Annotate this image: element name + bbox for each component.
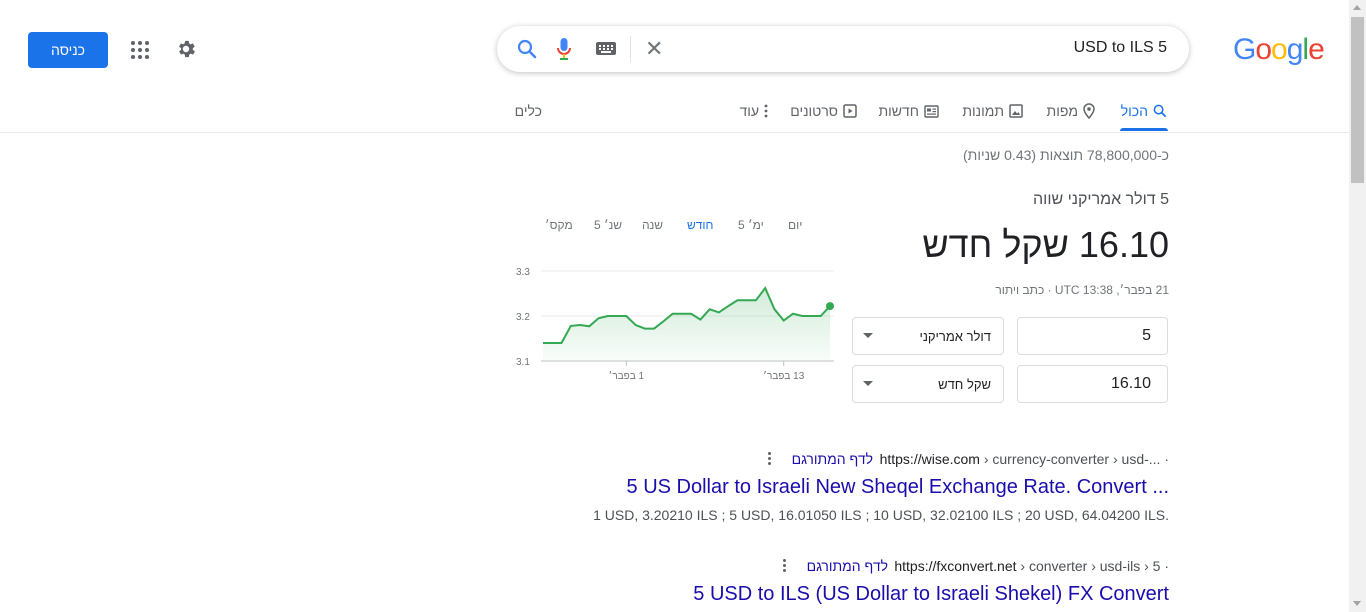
range-5days[interactable]: 5 ימ׳	[738, 218, 764, 232]
logo-letter: o	[1255, 33, 1272, 66]
map-pin-icon	[1083, 103, 1095, 119]
y-tick-label: 3.1	[516, 357, 530, 368]
active-tab-indicator	[1120, 128, 1168, 131]
converter-equals-text: 5 דולר אמריקני שווה	[1033, 191, 1169, 208]
range-year[interactable]: שנה	[642, 218, 664, 232]
tab-maps[interactable]: מפות	[1047, 101, 1095, 121]
tab-news[interactable]: חדשות	[878, 101, 939, 121]
scroll-down-icon[interactable]	[1353, 601, 1361, 606]
result-url: https://wise.com	[879, 451, 980, 467]
tab-label: חדשות	[878, 103, 919, 119]
more-vert-icon[interactable]	[783, 559, 787, 573]
from-currency-value: דולר אמריקני	[919, 329, 991, 344]
y-tick-label: 3.3	[516, 267, 530, 278]
search-box[interactable]: USD to ILS 5 ✕	[497, 26, 1189, 72]
gear-icon[interactable]	[175, 38, 197, 60]
logo-letter: e	[1308, 33, 1325, 66]
search-icon[interactable]	[517, 39, 537, 59]
chart-area	[543, 288, 830, 361]
tab-all[interactable]: הכול	[1121, 101, 1167, 121]
tab-label: סרטונים	[790, 103, 838, 119]
apps-icon[interactable]	[131, 41, 149, 59]
result-title[interactable]: 5 US Dollar to Israeli New Sheqel Exchan…	[626, 476, 1169, 498]
from-amount-input[interactable]: 5	[1017, 317, 1168, 355]
result-title[interactable]: 5 USD to ILS (US Dollar to Israeli Sheke…	[693, 583, 1169, 605]
logo-letter: g	[1286, 33, 1304, 66]
video-icon	[843, 104, 857, 118]
logo-letter: G	[1233, 33, 1256, 66]
tab-label: כלים	[514, 103, 542, 119]
logo-letter: o	[1271, 33, 1288, 66]
image-icon	[1009, 104, 1023, 118]
tab-label: תמונות	[962, 103, 1004, 119]
to-currency-value: שקל חדש	[938, 377, 991, 392]
range-month[interactable]: חודש	[687, 218, 714, 232]
news-icon	[924, 104, 939, 118]
mic-icon[interactable]	[557, 38, 571, 60]
chart-line	[543, 286, 831, 344]
more-vert-icon	[764, 104, 768, 118]
chevron-down-icon	[863, 333, 873, 338]
keyboard-icon[interactable]	[596, 42, 616, 55]
signin-button[interactable]: כניסה	[28, 32, 108, 68]
range-max[interactable]: מקס׳	[545, 218, 573, 232]
tab-more[interactable]: עוד	[739, 101, 768, 121]
range-5years[interactable]: 5 שנ׳	[594, 218, 623, 232]
scroll-up-icon[interactable]	[1353, 5, 1361, 10]
scrollbar-thumb[interactable]	[1351, 17, 1364, 183]
result-snippet: 1 USD, 3.20210 ILS ; 5 USD, 16.01050 ILS…	[593, 507, 1169, 523]
tab-images[interactable]: תמונות	[962, 101, 1023, 121]
clear-icon[interactable]: ✕	[645, 36, 664, 61]
to-amount-input[interactable]: 16.10	[1017, 365, 1168, 403]
to-currency-select[interactable]: שקל חדש	[852, 365, 1004, 403]
translated-page-link[interactable]: לדף המתורגם	[806, 558, 888, 574]
result-url: https://fxconvert.net	[894, 558, 1017, 574]
result-cite[interactable]: https://fxconvert.net › converter › usd-…	[894, 558, 1169, 574]
search-divider	[630, 36, 631, 62]
x-tick-label: 1 בפבר׳	[609, 371, 645, 382]
google-logo[interactable]: Google	[1233, 33, 1325, 67]
tab-label: מפות	[1046, 103, 1078, 119]
x-tick-label: 13 בפבר׳	[763, 371, 805, 382]
to-amount-value: 16.10	[1110, 375, 1151, 392]
snippet-text: 1 USD, 3.20210 ILS ; 5 USD, 16.01050 ILS…	[593, 507, 1169, 523]
chart-last-point	[826, 302, 834, 311]
result-stats: כ-78,800,000 תוצאות (0.43 שניות)	[963, 147, 1169, 163]
result-path: › converter › usd-ils › 5 ·	[1016, 558, 1169, 574]
tab-label: עוד	[739, 103, 759, 119]
tab-tools[interactable]: כלים	[515, 101, 542, 121]
search-icon	[1153, 104, 1167, 118]
translated-page-link[interactable]: לדף המתורגם	[791, 451, 873, 467]
tab-videos[interactable]: סרטונים	[790, 101, 857, 121]
header-divider	[0, 132, 1350, 133]
logo-letter: l	[1302, 33, 1309, 66]
result-path: › currency-converter › usd-... ·	[979, 451, 1169, 467]
converter-result: 16.10 שקל חדש	[922, 224, 1169, 265]
more-vert-icon[interactable]	[768, 452, 772, 466]
from-currency-select[interactable]: דולר אמריקני	[852, 317, 1004, 355]
converter-date-line: 21 בפבר׳, UTC 13:38 · כתב ויתור	[995, 283, 1169, 297]
search-input[interactable]: USD to ILS 5	[1073, 39, 1167, 56]
y-tick-label: 3.2	[516, 312, 530, 323]
from-amount-value: 5	[1142, 327, 1151, 344]
result-cite[interactable]: https://wise.com › currency-converter › …	[880, 451, 1169, 467]
chevron-down-icon	[863, 381, 873, 386]
range-day[interactable]: יום	[788, 218, 803, 232]
tab-label: הכול	[1120, 103, 1148, 119]
exchange-rate-chart[interactable]: 3.3 3.2 3.1 1 בפבר׳ 13 בפבר׳	[510, 258, 840, 388]
